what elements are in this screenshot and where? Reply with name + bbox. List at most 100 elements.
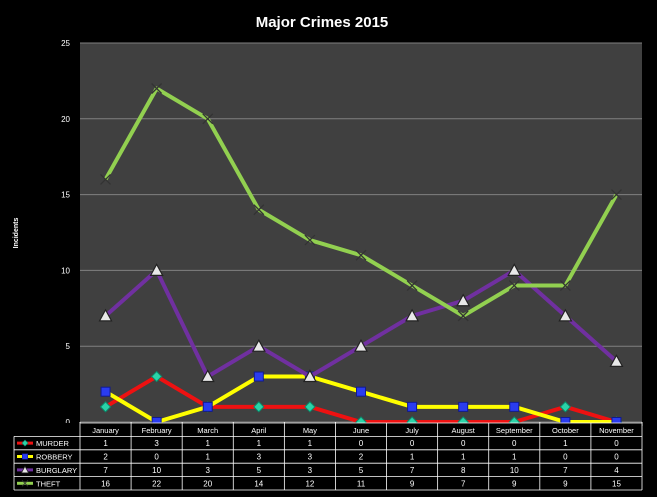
data-label: 1 (308, 439, 313, 448)
data-table: January February March April May June July Augu… (13, 422, 643, 491)
data-point-robbery (356, 386, 366, 397)
data-point-theft (355, 249, 367, 261)
x-tick-label: June (353, 426, 369, 435)
data-point-burglary (405, 308, 420, 322)
x-marker (151, 83, 163, 94)
data-point-theft (202, 113, 214, 125)
x-tick-label: May (303, 426, 317, 435)
diamond-marker (99, 401, 112, 413)
table-background (14, 423, 642, 490)
x-tick-label: April (251, 426, 266, 435)
diamond-marker (304, 401, 316, 413)
data-label: 0 (410, 439, 415, 448)
data-label: 0 (461, 439, 466, 448)
data-label: 22 (152, 479, 161, 488)
data-point-robbery (509, 401, 520, 412)
data-label: 8 (461, 466, 466, 475)
data-label: 7 (563, 466, 568, 475)
data-point-burglary (507, 263, 522, 276)
data-label: 10 (510, 466, 519, 475)
data-point-burglary (456, 293, 471, 307)
square-marker (100, 386, 111, 397)
data-label: 3 (308, 453, 313, 462)
data-label: 16 (101, 479, 110, 488)
triangle-marker (353, 338, 369, 352)
y-tick-label: 15 (61, 191, 70, 200)
data-point-robbery (100, 386, 111, 397)
legend-marker-theft (21, 480, 29, 487)
square-marker (509, 401, 520, 412)
data-point-theft (151, 83, 163, 94)
x-marker (100, 173, 112, 185)
x-tick-label: January (92, 426, 119, 435)
data-point-murder (253, 401, 265, 413)
y-tick-label: 25 (61, 39, 70, 48)
data-label: 0 (154, 453, 159, 462)
data-point-theft (100, 173, 112, 185)
data-label: 9 (512, 479, 517, 488)
diamond-marker (559, 401, 572, 413)
data-point-burglary (251, 338, 266, 352)
data-label: 14 (254, 479, 263, 488)
data-label: 0 (614, 453, 619, 462)
triangle-marker (251, 338, 266, 352)
data-label: 9 (563, 479, 568, 488)
triangle-marker (200, 369, 215, 383)
data-label: 3 (257, 453, 262, 462)
triangle-marker (302, 369, 317, 383)
x-marker (21, 480, 29, 487)
legend-label: BURGLARY (36, 466, 77, 475)
data-point-murder (304, 401, 316, 413)
data-label: 0 (512, 439, 517, 448)
triangle-marker (98, 308, 113, 322)
data-label: 1 (563, 439, 568, 448)
data-label: 0 (563, 453, 568, 462)
legend-marker-burglary (20, 465, 30, 474)
x-marker (304, 234, 316, 246)
x-marker (406, 280, 418, 292)
data-label: 7 (103, 466, 108, 475)
square-marker (407, 401, 418, 412)
data-label: 15 (612, 479, 621, 488)
data-label: 1 (103, 439, 108, 448)
x-marker (610, 189, 622, 201)
legend-marker-murder (21, 439, 29, 447)
triangle-marker (456, 293, 471, 307)
data-point-theft (508, 280, 520, 292)
plot-area: 0 5 10 15 20 25 (61, 39, 643, 428)
data-point-theft (253, 204, 265, 216)
data-label: 4 (614, 466, 619, 475)
x-tick-label: July (405, 426, 419, 435)
data-label: 2 (103, 453, 108, 462)
data-point-burglary (302, 369, 317, 383)
legend-marker-robbery (21, 453, 28, 460)
data-label: 3 (206, 466, 211, 475)
x-marker (559, 280, 571, 292)
data-point-theft (559, 280, 571, 292)
data-point-burglary (200, 369, 215, 383)
data-point-burglary (609, 354, 624, 367)
y-tick-label: 0 (66, 418, 71, 427)
data-point-theft (304, 234, 316, 246)
diamond-marker (21, 439, 29, 447)
data-label: 5 (359, 466, 364, 475)
x-tick-label: September (496, 426, 533, 435)
square-marker (253, 371, 264, 382)
y-tick-label: 20 (61, 115, 70, 124)
triangle-marker (149, 263, 164, 276)
x-tick-label: August (452, 426, 476, 435)
data-point-burglary (98, 308, 113, 322)
data-label: 7 (461, 479, 466, 488)
x-marker (508, 280, 520, 292)
data-label: 3 (308, 466, 313, 475)
data-point-theft (610, 189, 622, 201)
x-tick-label: March (197, 426, 218, 435)
x-marker (202, 113, 214, 125)
triangle-marker (405, 308, 420, 322)
plot-background (80, 43, 642, 422)
data-point-theft (457, 310, 469, 322)
data-label: 5 (257, 466, 262, 475)
triangle-marker (507, 263, 522, 276)
